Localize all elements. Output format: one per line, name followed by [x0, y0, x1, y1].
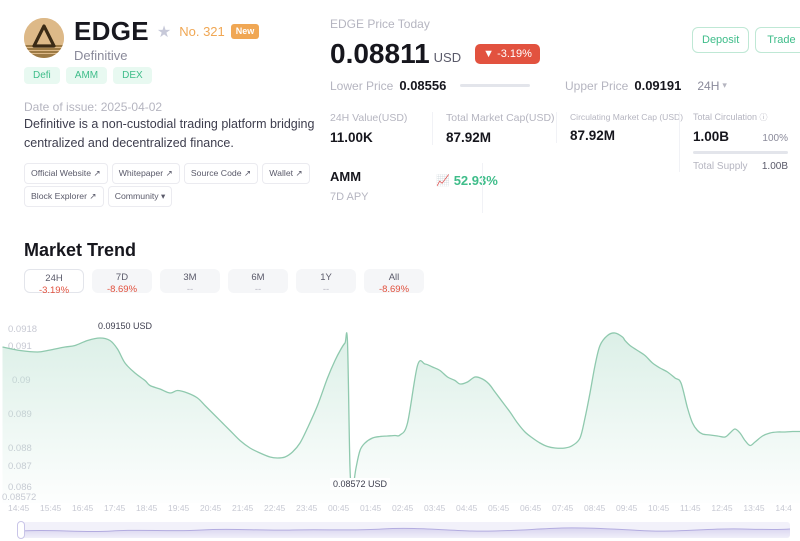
svg-text:0.0918: 0.0918 [8, 324, 37, 335]
